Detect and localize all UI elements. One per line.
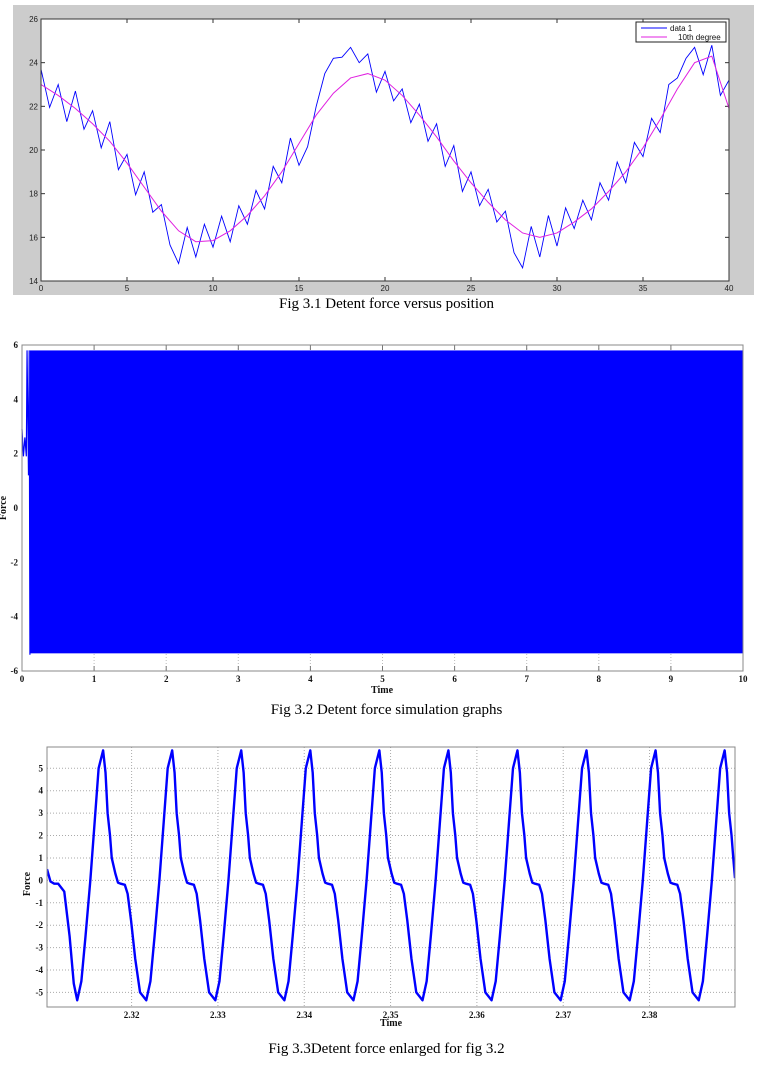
y-axis-label: Force <box>22 871 33 896</box>
y-tick-label: 18 <box>29 190 38 199</box>
x-axis-label: Time <box>371 685 394 696</box>
x-tick-label: 5 <box>380 674 385 684</box>
y-tick-label: 1 <box>39 853 44 863</box>
force-waveform <box>47 749 735 1002</box>
y-tick-label: 24 <box>29 59 38 68</box>
y-tick-label: -4 <box>11 612 19 622</box>
x-tick-label: 2.33 <box>210 1010 226 1020</box>
x-tick-label: 2 <box>164 674 169 684</box>
x-tick-label: 4 <box>308 674 313 684</box>
x-tick-label: 0 <box>20 674 25 684</box>
plot-frame <box>46 746 736 1008</box>
x-tick-label: 0 <box>39 284 44 293</box>
y-tick-label: 2 <box>14 449 19 459</box>
fig-3-1-caption: Fig 3.1 Detent force versus position <box>279 296 494 312</box>
y-tick-label: 22 <box>29 102 38 111</box>
y-tick-label: -6 <box>11 666 19 676</box>
y-tick-label: 6 <box>14 340 19 350</box>
series-data-1 <box>40 45 730 270</box>
x-tick-label: 10 <box>739 674 749 684</box>
y-tick-label: 14 <box>29 277 38 286</box>
y-tick-label: -1 <box>36 898 44 908</box>
x-tick-label: 5 <box>125 284 130 293</box>
oscillation-band <box>29 350 743 654</box>
legend-label: data 1 <box>670 24 693 33</box>
x-tick-label: 2.35 <box>383 1010 399 1020</box>
x-tick-label: 2.38 <box>642 1010 658 1020</box>
y-axis-label: Force <box>0 495 9 520</box>
chart-fig-3-1: 0 5 10 15 20 25 30 35 40 14 16 18 20 22 24 26 data 110th… <box>13 5 754 295</box>
x-tick-label: 35 <box>639 284 648 293</box>
y-tick-label: -4 <box>36 965 44 975</box>
plot-frame <box>21 344 744 672</box>
x-tick-label: 2.37 <box>555 1010 571 1020</box>
y-tick-label: -3 <box>36 943 44 953</box>
x-tick-label: 40 <box>725 284 734 293</box>
y-tick-label: 4 <box>39 786 44 796</box>
y-tick-label: 3 <box>39 808 44 818</box>
chart-fig-3-2: 0 1 2 3 4 5 6 7 8 9 10 -6 -4 -2 0 2 4 6 Time Force <box>0 340 748 696</box>
x-tick-label: 9 <box>669 674 674 684</box>
y-tick-label: 20 <box>29 146 38 155</box>
x-tick-label: 7 <box>524 674 529 684</box>
x-axis-label: Time <box>380 1018 403 1029</box>
legend-label: 10th degree <box>678 33 721 42</box>
y-tick-label: 16 <box>29 233 38 242</box>
x-tick-label: 3 <box>236 674 241 684</box>
chart-fig-3-3: 2.32 2.33 2.34 2.35 2.36 2.37 2.38 -5 -4 -3 -2 -1 0 1… <box>22 746 736 1029</box>
y-tick-label: 5 <box>39 763 44 773</box>
plot-frame <box>40 18 730 282</box>
fig-3-3-caption: Fig 3.3Detent force enlarged for fig 3.2 <box>268 1041 505 1057</box>
y-tick-label: 0 <box>39 875 44 885</box>
y-tick-label: -5 <box>36 987 44 997</box>
fig-3-2-caption: Fig 3.2 Detent force simulation graphs <box>270 702 503 718</box>
transient-signal <box>21 350 31 655</box>
y-tick-label: -2 <box>11 557 19 567</box>
x-tick-label: 20 <box>381 284 390 293</box>
y-tick-label: 26 <box>29 15 38 24</box>
x-tick-label: 1 <box>92 674 97 684</box>
x-tick-label: 10 <box>209 284 218 293</box>
x-tick-label: 2.32 <box>124 1010 140 1020</box>
x-tick-label: 2.36 <box>469 1010 485 1020</box>
x-tick-label: 15 <box>295 284 304 293</box>
x-tick-label: 2.34 <box>296 1010 312 1020</box>
plot-area <box>41 19 729 281</box>
x-tick-label: 25 <box>467 284 476 293</box>
y-tick-label: -2 <box>36 920 44 930</box>
x-tick-label: 8 <box>597 674 602 684</box>
series-10th-degree <box>40 55 730 243</box>
y-tick-label: 2 <box>39 831 44 841</box>
y-tick-label: 0 <box>14 503 19 513</box>
x-tick-label: 30 <box>553 284 562 293</box>
y-tick-label: 4 <box>14 394 19 404</box>
x-tick-label: 6 <box>452 674 457 684</box>
